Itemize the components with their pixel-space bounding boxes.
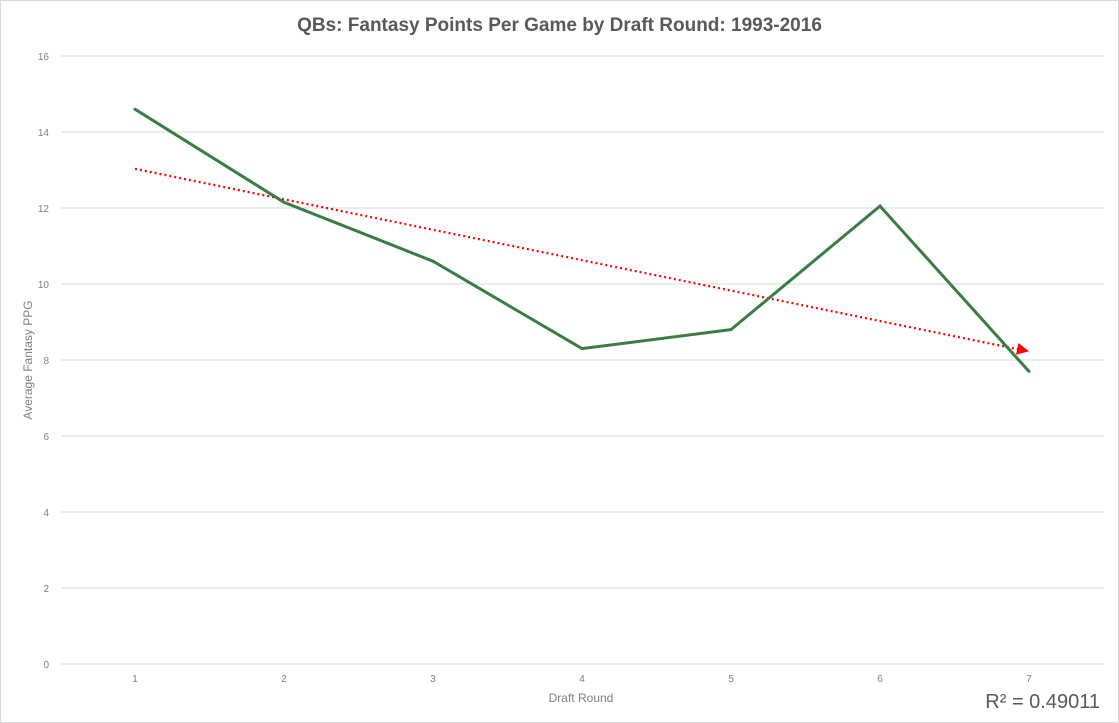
y-tick-label: 8 [43,356,49,367]
y-tick-label: 14 [38,128,50,139]
y-tick-label: 4 [43,508,49,519]
y-tick-labels: 0 2 4 6 8 10 12 14 16 [38,52,50,671]
y-tick-label: 16 [38,52,50,63]
x-tick-label: 3 [430,674,436,685]
trendline-arrowhead [1016,342,1029,355]
series-layer [133,107,1031,373]
data-point [282,200,286,204]
trendline-layer [134,167,1029,355]
y-tick-label: 6 [43,432,49,443]
chart-title: QBs: Fantasy Points Per Game by Draft Ro… [297,15,822,36]
x-tick-label: 4 [579,674,585,685]
x-tick-label: 5 [728,674,734,685]
x-tick-label: 1 [132,674,138,685]
data-point [878,204,882,208]
data-point [1027,369,1031,373]
data-point [431,259,435,263]
x-tick-labels: 1 2 3 4 5 6 7 [132,674,1032,685]
x-tick-label: 6 [877,674,883,685]
data-point [729,328,733,332]
y-tick-label: 0 [43,660,49,671]
series-line-0 [134,107,1031,373]
data-point [580,347,584,351]
x-tick-label: 7 [1026,674,1032,685]
y-tick-label: 2 [43,584,49,595]
x-tick-label: 2 [281,674,287,685]
x-axis-title: Draft Round [549,691,614,705]
trendline [134,167,1024,352]
y-tick-label: 10 [38,280,50,291]
y-tick-label: 12 [38,204,50,215]
y-axis-title: Average Fantasy PPG [21,300,35,419]
data-point [133,107,137,111]
grid-lines [61,55,1104,665]
r-squared-label: R² = 0.49011 [985,691,1100,713]
